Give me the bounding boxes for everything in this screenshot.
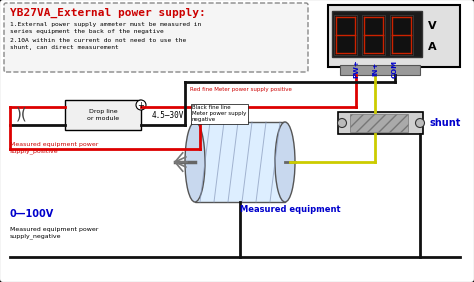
Text: 4.5—30V: 4.5—30V	[152, 111, 184, 120]
Bar	[390, 15, 413, 55]
Text: 2.10A within the current do not need to use the
shunt, can direct measurement: 2.10A within the current do not need to …	[10, 38, 186, 50]
Text: Measured equipment power
supply_negative: Measured equipment power supply_negative	[10, 227, 99, 239]
Bar	[332, 11, 422, 57]
Circle shape	[337, 118, 346, 127]
Bar	[338, 112, 423, 134]
Text: V: V	[428, 21, 437, 31]
Text: Red fine Meter power supply positive: Red fine Meter power supply positive	[190, 87, 292, 91]
Text: PW+: PW+	[353, 60, 359, 78]
Text: Black fine line
Meter power supply
negative: Black fine line Meter power supply negat…	[192, 105, 246, 122]
Bar	[195, 122, 285, 202]
Text: A: A	[428, 42, 437, 52]
Text: +: +	[137, 100, 145, 109]
Bar	[328, 5, 460, 67]
Text: )(: )(	[16, 107, 28, 122]
Bar	[65, 100, 141, 130]
Bar	[362, 15, 385, 55]
Bar	[334, 15, 357, 55]
Bar	[340, 65, 420, 75]
Text: IN+: IN+	[372, 62, 378, 76]
Ellipse shape	[185, 122, 205, 202]
Text: Measured equipment power
supply_positive: Measured equipment power supply_positive	[10, 142, 99, 154]
Text: 0—100V: 0—100V	[10, 209, 54, 219]
Circle shape	[416, 118, 425, 127]
Ellipse shape	[275, 122, 295, 202]
Text: Measured equipment: Measured equipment	[240, 206, 341, 215]
Circle shape	[136, 100, 146, 110]
FancyBboxPatch shape	[4, 3, 308, 72]
Text: Drop line
or module: Drop line or module	[87, 109, 119, 121]
Text: YB27VA_External power supply:: YB27VA_External power supply:	[10, 8, 206, 18]
Text: shunt: shunt	[430, 118, 461, 128]
Text: 1.External power supply ammeter must be measured in
series equipment the back of: 1.External power supply ammeter must be …	[10, 22, 201, 34]
Text: COM: COM	[392, 60, 398, 78]
Bar	[350, 114, 408, 132]
